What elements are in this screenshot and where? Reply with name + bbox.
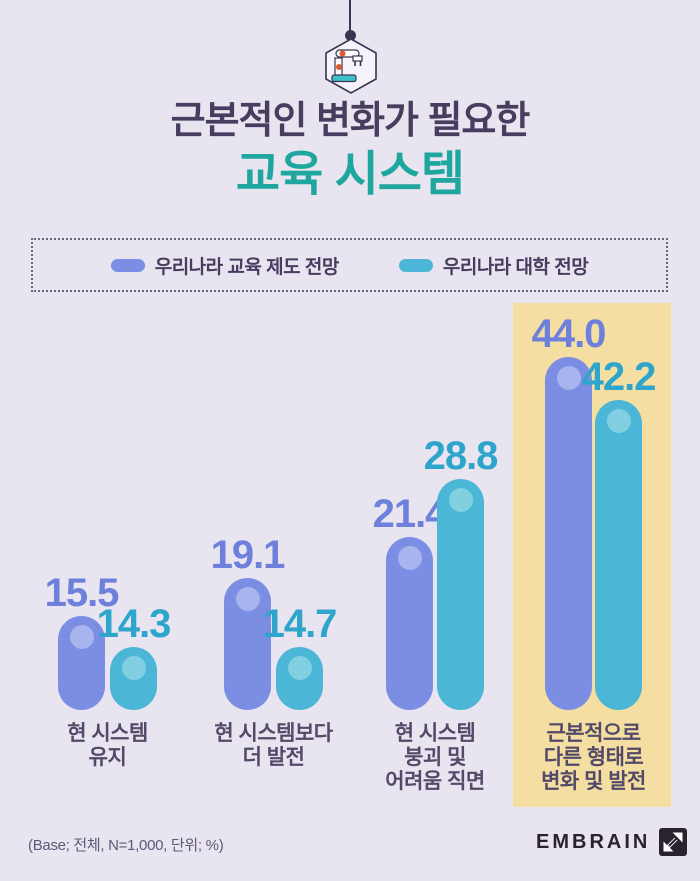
page-title-line1: 근본적인 변화가 필요한 [170,100,531,142]
bar-s1-c4: 44.0 [532,314,606,710]
value-label-s1-c3: 21.4 [372,492,448,536]
legend-label-education-system: 우리나라 교육 제도 전망 [154,256,340,278]
hanging-dot [345,30,356,41]
legend-item-university: 우리나라 대학 전망 [398,252,589,279]
value-label-s1-c4: 44.0 [531,312,607,356]
value-label-s1-c1: 15.5 [44,571,120,615]
bar-s2-c3: 28.8 [424,436,498,710]
bar-highlight-dot [287,656,312,680]
bar-highlight-dot [606,409,631,433]
page-title-line2: 교육 시스템 [235,148,465,201]
base-note: (Base; 전체, N=1,000, 단위; %) [28,837,224,854]
value-label-s2-c2: 14.7 [262,602,338,646]
category-label-c4: 근본적으로 다른 형태로 변화 및 발전 [541,722,646,793]
bar-highlight-dot [448,488,473,512]
bar-highlight-dot [235,587,260,611]
legend-swatch-university [398,258,433,272]
brand-logo: EMBRAIN [536,826,688,858]
bar-s1-c3: 21.4 [373,494,447,710]
bar-s1-c1: 15.5 [45,573,119,710]
category-label-c2: 현 시스템보다 더 발전 [214,722,333,769]
value-label-s2-c1: 14.3 [96,602,172,646]
value-label-s2-c3: 28.8 [423,434,499,478]
bar-highlight-dot [397,546,422,570]
legend-item-education-system: 우리나라 교육 제도 전망 [110,252,340,279]
bar-highlight-dot [121,656,146,680]
value-label-s2-c4: 42.2 [581,355,657,399]
category-label-c1: 현 시스템 유지 [67,722,148,769]
bar-highlight-dot [556,366,581,390]
hanging-line [349,0,351,32]
value-label-s1-c2: 19.1 [210,533,286,577]
embrain-logo-icon [659,828,688,856]
bar-s2-c4: 42.2 [582,357,656,710]
legend-swatch-education-system [110,258,145,272]
bar-highlight-dot [69,625,94,649]
legend-label-university: 우리나라 대학 전망 [442,256,589,278]
bar-s1-c2: 19.1 [211,535,285,710]
robot-arm-icon [325,38,377,94]
bar-s2-c2: 14.7 [263,604,337,710]
bar-s2-c1: 14.3 [97,604,171,710]
category-label-c3: 현 시스템 붕괴 및 어려움 직면 [385,722,485,793]
highlight-band [513,303,671,807]
brand-wordmark: EMBRAIN [536,831,651,853]
legend-box: 우리나라 교육 제도 전망 우리나라 대학 전망 [31,238,668,292]
